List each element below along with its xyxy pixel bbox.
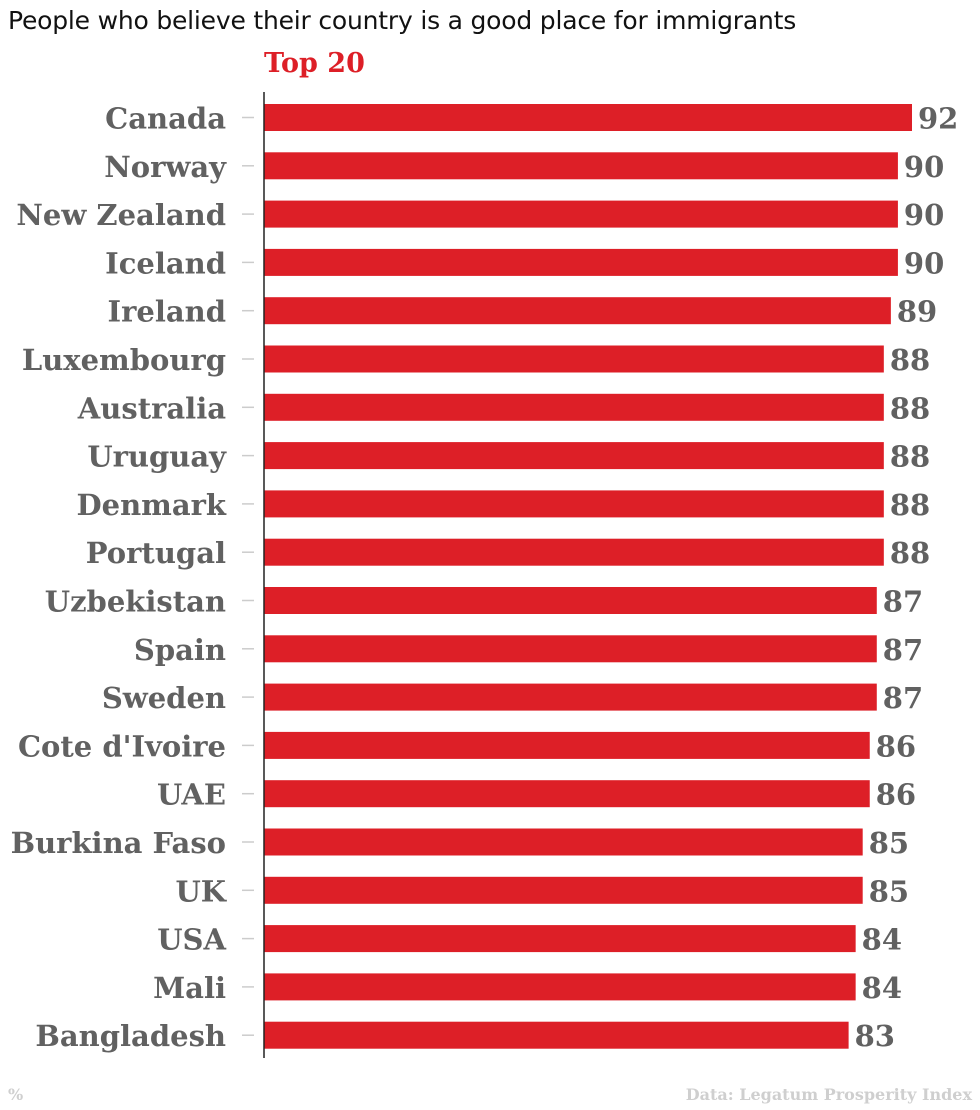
- bar: [264, 973, 856, 1001]
- category-label: Australia: [77, 391, 226, 425]
- category-label: Luxembourg: [22, 343, 226, 377]
- value-label: 85: [869, 826, 909, 860]
- chart-subtitle: Top 20: [264, 48, 365, 79]
- value-label: 90: [904, 246, 944, 280]
- value-label: 87: [883, 633, 923, 667]
- category-label: Uruguay: [87, 440, 227, 474]
- category-label: USA: [157, 923, 226, 957]
- value-label: 92: [918, 102, 958, 136]
- category-label: Mali: [153, 971, 226, 1005]
- bar: [264, 393, 884, 421]
- category-label: Denmark: [76, 488, 226, 522]
- value-label: 90: [904, 150, 944, 184]
- category-label: Iceland: [105, 246, 226, 280]
- category-label: New Zealand: [16, 198, 226, 232]
- bar: [264, 587, 877, 614]
- bar: [264, 442, 884, 470]
- bar: [264, 297, 891, 325]
- value-label: 88: [890, 391, 930, 425]
- value-label: 88: [890, 488, 930, 522]
- value-label: 86: [876, 729, 916, 763]
- bar: [264, 1021, 849, 1049]
- value-label: 84: [862, 971, 902, 1005]
- category-label: Spain: [134, 633, 226, 667]
- bar: [264, 248, 898, 276]
- bar: [264, 780, 870, 808]
- category-label: Bangladesh: [35, 1019, 226, 1053]
- bar: [264, 635, 877, 663]
- value-label: 85: [869, 874, 909, 908]
- value-label: 88: [890, 440, 930, 474]
- category-label: UAE: [157, 778, 226, 812]
- value-label: 87: [883, 681, 923, 715]
- bar: [264, 731, 870, 759]
- category-label: Canada: [105, 102, 226, 136]
- bar: [264, 200, 898, 228]
- bar: [264, 538, 884, 566]
- value-label: 89: [897, 295, 937, 329]
- category-label: Sweden: [102, 681, 226, 715]
- value-label: 87: [883, 585, 923, 619]
- bar: [264, 828, 863, 856]
- bar: [264, 104, 912, 131]
- value-label: 86: [876, 778, 916, 812]
- value-label: 88: [890, 536, 930, 570]
- bar: [264, 683, 877, 711]
- category-label: Portugal: [86, 536, 226, 570]
- bar: [264, 925, 856, 953]
- category-label: Burkina Faso: [11, 826, 226, 860]
- value-label: 84: [862, 923, 902, 957]
- chart-title: People who believe their country is a go…: [8, 6, 797, 35]
- value-label: 90: [904, 198, 944, 232]
- category-label: Uzbekistan: [45, 585, 226, 619]
- category-label: Norway: [104, 150, 227, 184]
- category-label: UK: [176, 874, 228, 908]
- bar: [264, 152, 898, 180]
- category-label: Cote d'Ivoire: [18, 729, 226, 763]
- bar: [264, 876, 863, 904]
- value-label: 83: [855, 1019, 895, 1053]
- category-label: Ireland: [108, 295, 226, 329]
- source-note: Data: Legatum Prosperity Index: [685, 1085, 972, 1104]
- bar: [264, 345, 884, 373]
- unit-label: %: [8, 1085, 24, 1104]
- bar: [264, 490, 884, 518]
- value-label: 88: [890, 343, 930, 377]
